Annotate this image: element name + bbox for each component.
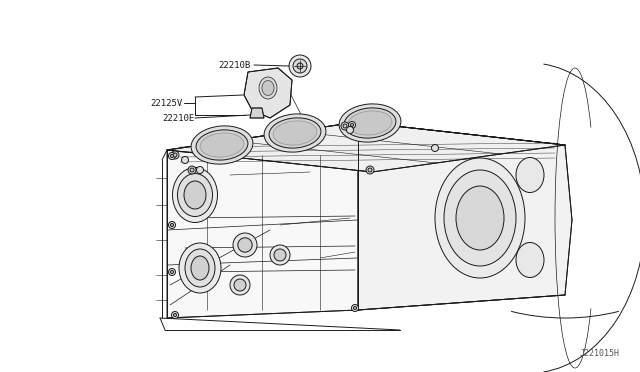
Ellipse shape [444, 170, 516, 266]
Ellipse shape [262, 80, 274, 96]
Text: J221015H: J221015H [580, 349, 620, 358]
Circle shape [346, 126, 353, 134]
Circle shape [351, 124, 353, 126]
Ellipse shape [185, 249, 215, 287]
Circle shape [188, 166, 196, 174]
Circle shape [168, 153, 175, 160]
Circle shape [171, 151, 179, 159]
Ellipse shape [339, 104, 401, 142]
Ellipse shape [348, 111, 392, 135]
Circle shape [289, 55, 311, 77]
Circle shape [173, 314, 177, 317]
Circle shape [270, 245, 290, 265]
Circle shape [190, 168, 194, 172]
Circle shape [233, 233, 257, 257]
Circle shape [431, 144, 438, 151]
Circle shape [353, 307, 356, 310]
Ellipse shape [273, 121, 317, 145]
Circle shape [293, 59, 307, 73]
Circle shape [168, 269, 175, 276]
Ellipse shape [435, 158, 525, 278]
Circle shape [170, 270, 173, 273]
Ellipse shape [196, 130, 248, 160]
Circle shape [368, 168, 372, 172]
Ellipse shape [179, 243, 221, 293]
Ellipse shape [173, 167, 218, 222]
Circle shape [170, 154, 173, 157]
Ellipse shape [191, 126, 253, 164]
Ellipse shape [264, 114, 326, 152]
Circle shape [274, 249, 286, 261]
Circle shape [182, 157, 189, 164]
Ellipse shape [516, 157, 544, 192]
Text: 22210E: 22210E [162, 113, 195, 122]
Circle shape [172, 311, 179, 318]
Circle shape [230, 275, 250, 295]
Ellipse shape [184, 181, 206, 209]
Ellipse shape [200, 133, 244, 157]
Circle shape [341, 122, 349, 130]
Ellipse shape [269, 118, 321, 148]
Polygon shape [167, 122, 565, 172]
Circle shape [196, 167, 204, 173]
Circle shape [234, 279, 246, 291]
Circle shape [297, 63, 303, 69]
Ellipse shape [516, 243, 544, 278]
Ellipse shape [191, 256, 209, 280]
Circle shape [351, 305, 358, 311]
Polygon shape [250, 108, 264, 118]
Ellipse shape [177, 173, 212, 217]
Circle shape [173, 153, 177, 157]
Polygon shape [358, 122, 572, 310]
Ellipse shape [456, 186, 504, 250]
Polygon shape [167, 122, 358, 318]
Circle shape [170, 224, 173, 227]
Polygon shape [244, 68, 292, 118]
Ellipse shape [344, 108, 396, 138]
Circle shape [238, 238, 252, 252]
Circle shape [343, 124, 347, 128]
Circle shape [168, 221, 175, 228]
Text: 22125V: 22125V [150, 99, 182, 108]
Circle shape [349, 122, 355, 128]
Ellipse shape [259, 77, 277, 99]
Text: 22210B: 22210B [218, 61, 250, 70]
Circle shape [366, 166, 374, 174]
